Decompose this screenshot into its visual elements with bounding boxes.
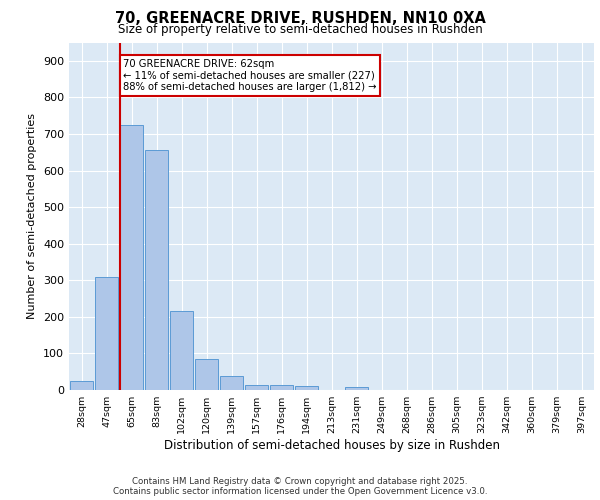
Bar: [95, 276, 118, 390]
Text: 70 GREENACRE DRIVE: 62sqm
← 11% of semi-detached houses are smaller (227)
88% of: 70 GREENACRE DRIVE: 62sqm ← 11% of semi-…: [123, 59, 377, 92]
Bar: [345, 386, 368, 390]
Bar: [245, 384, 268, 390]
Bar: [145, 150, 168, 390]
Bar: [270, 385, 293, 390]
Bar: [170, 312, 193, 390]
Text: Contains HM Land Registry data © Crown copyright and database right 2025.
Contai: Contains HM Land Registry data © Crown c…: [113, 476, 487, 496]
Bar: [120, 125, 143, 390]
Text: 70, GREENACRE DRIVE, RUSHDEN, NN10 0XA: 70, GREENACRE DRIVE, RUSHDEN, NN10 0XA: [115, 11, 485, 26]
Bar: [295, 386, 318, 390]
Bar: [195, 359, 218, 390]
Bar: [220, 376, 243, 390]
Bar: [70, 381, 93, 390]
Y-axis label: Number of semi-detached properties: Number of semi-detached properties: [28, 114, 37, 320]
X-axis label: Distribution of semi-detached houses by size in Rushden: Distribution of semi-detached houses by …: [163, 439, 499, 452]
Text: Size of property relative to semi-detached houses in Rushden: Size of property relative to semi-detach…: [118, 22, 482, 36]
